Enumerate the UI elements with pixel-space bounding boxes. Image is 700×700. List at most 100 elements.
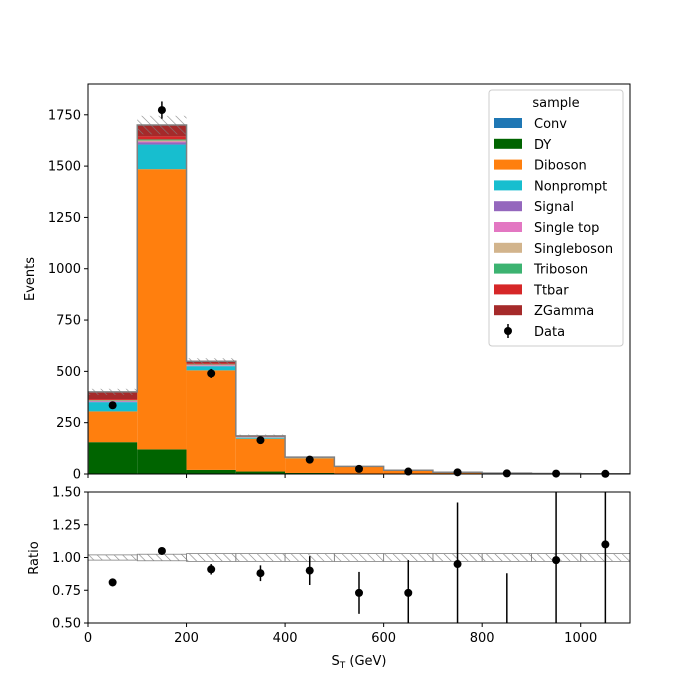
- ratio-band-bin-2: [186, 553, 237, 562]
- ratio-band-bin-3: [235, 553, 286, 562]
- bar-zgamma-bin-0: [88, 391, 138, 400]
- ratio-plot: 0 200 400 600 800 1000 0.50 0.75 1.00 1.25 1.50 R…: [27, 486, 631, 671]
- legend-title: sample: [532, 96, 579, 111]
- ratio-x-ticks: 0 200 400 600 800 1000: [84, 623, 597, 646]
- ratio-y-tick-label: 0.75: [52, 584, 81, 599]
- bar-nonprompt-bin-1: [137, 144, 187, 170]
- ratio-x-tick-label: 600: [371, 631, 396, 646]
- main-y-tick-label: 500: [56, 365, 81, 380]
- main-y-tick-label: 250: [56, 416, 81, 431]
- ratio-y-tick-label: 1.00: [52, 551, 81, 566]
- main-plot: 0 250 500 750 1000 1250 1500 1750 Events: [23, 83, 631, 483]
- bar-dy-bin-2: [186, 469, 236, 474]
- ratio-point-2: [207, 565, 216, 574]
- ratio-x-tick-label: 200: [174, 631, 199, 646]
- legend-swatch-nonprompt: [494, 180, 522, 191]
- data-point-7: [453, 468, 462, 477]
- legend-label-data: Data: [534, 325, 565, 340]
- ratio-band-bin-1: [136, 553, 187, 562]
- ratio-point-1: [157, 546, 166, 555]
- legend-swatch-single-top: [494, 222, 522, 232]
- legend-items: Conv DY Diboson Nonprompt Signal Single top Si…: [494, 117, 613, 340]
- bar-dy-bin-0: [88, 442, 138, 474]
- data-point-3: [256, 436, 265, 445]
- legend-swatch-signal: [494, 201, 522, 212]
- ratio-y-tick-label: 1.25: [52, 518, 81, 533]
- main-y-ticks: 0 250 500 750 1000 1250 1500 1750: [48, 108, 88, 483]
- data-point-4: [305, 455, 314, 464]
- bar-diboson-bin-1: [137, 169, 187, 450]
- ratio-band-bin-5: [333, 553, 385, 562]
- legend-label-signal: Signal: [534, 200, 574, 215]
- legend-label-diboson: Diboson: [534, 159, 587, 174]
- data-point-5: [355, 464, 363, 473]
- bar-ttbar-bin-1: [137, 136, 187, 140]
- data-point-2: [207, 369, 216, 378]
- legend-label-dy: DY: [534, 138, 551, 153]
- legend-swatch-triboson: [494, 263, 522, 274]
- legend-label-single-top: Single top: [534, 221, 599, 236]
- ratio-uncertainty-band: [88, 553, 630, 562]
- ratio-point-3: [256, 569, 265, 578]
- legend-label-conv: Conv: [534, 117, 567, 132]
- main-y-tick-label: 1500: [48, 160, 81, 175]
- ratio-points: [108, 492, 610, 649]
- legend-swatch-conv: [494, 118, 522, 128]
- bar-dy-bin-3: [235, 471, 286, 474]
- ratio-point-4: [305, 566, 314, 575]
- bar-nonprompt-bin-2: [186, 366, 236, 371]
- data-points: [108, 101, 610, 478]
- legend-frame: [488, 89, 624, 347]
- ratio-point-9: [552, 556, 561, 565]
- ratio-y-tick-label: 0.50: [52, 617, 81, 632]
- ratio-point-10: [601, 540, 610, 549]
- data-point-8: [502, 469, 511, 478]
- ratio-x-tick-label: 1000: [564, 631, 597, 646]
- bar-diboson-bin-0: [88, 411, 138, 443]
- legend-swatch-singleboson: [494, 242, 522, 253]
- legend-swatch-diboson: [494, 159, 522, 170]
- legend-swatch-dy: [494, 138, 522, 149]
- bar-signal-bin-1: [137, 142, 187, 145]
- bar-triboson-bin-1: [137, 139, 187, 141]
- bar-singleboson-bin-1: [137, 140, 187, 142]
- ratio-x-tick-label: 800: [470, 631, 495, 646]
- main-plot-frame: [87, 83, 631, 475]
- ratio-y-ticks: 0.50 0.75 1.00 1.25 1.50: [52, 486, 88, 632]
- bar-dy-bin-1: [137, 449, 187, 474]
- legend-label-singleboson: Singleboson: [534, 242, 613, 257]
- data-point-0: [108, 401, 117, 410]
- bar-singleboson-bin-0: [88, 400, 138, 402]
- ratio-point-7: [453, 560, 462, 569]
- main-y-tick-label: 1750: [48, 108, 81, 123]
- legend-label-zgamma: ZGamma: [534, 304, 594, 319]
- legend-swatch-zgamma: [494, 305, 522, 316]
- ratio-x-tick-label: 400: [273, 631, 298, 646]
- ratio-y-tick-label: 1.50: [52, 486, 81, 501]
- ratio-x-tick-label: 0: [84, 631, 92, 646]
- main-y-tick-label: 750: [56, 314, 81, 329]
- main-y-tick-label: 0: [73, 468, 81, 483]
- legend-label-triboson: Triboson: [533, 263, 588, 278]
- bar-diboson-bin-2: [186, 370, 236, 470]
- bar-ttbar-bin-0: [88, 399, 138, 401]
- bar-diboson-bin-3: [235, 438, 286, 472]
- ratio-point-0: [108, 578, 117, 587]
- bar-dy-bin-4: [285, 472, 335, 474]
- legend-swatch-ttbar: [494, 284, 522, 295]
- ratio-band-bin-0: [88, 554, 138, 561]
- ratio-point-8: [503, 641, 511, 649]
- legend-label-nonprompt: Nonprompt: [534, 179, 607, 194]
- main-y-tick-label: 1000: [48, 262, 81, 277]
- main-y-tick-label: 1250: [48, 211, 81, 226]
- ratio-point-5: [355, 588, 363, 597]
- ratio-point-6: [404, 588, 413, 597]
- ratio-band-bin-8: [481, 553, 532, 562]
- legend-data-marker: [504, 327, 512, 335]
- bar-diboson-bin-4: [285, 458, 335, 473]
- main-y-axis-label: Events: [23, 257, 38, 301]
- bar-single-top-bin-1: [137, 141, 187, 143]
- legend: sample Conv DY Diboson Nonprompt Signal Singl…: [488, 89, 624, 347]
- bar-signal-bin-2: [186, 365, 236, 367]
